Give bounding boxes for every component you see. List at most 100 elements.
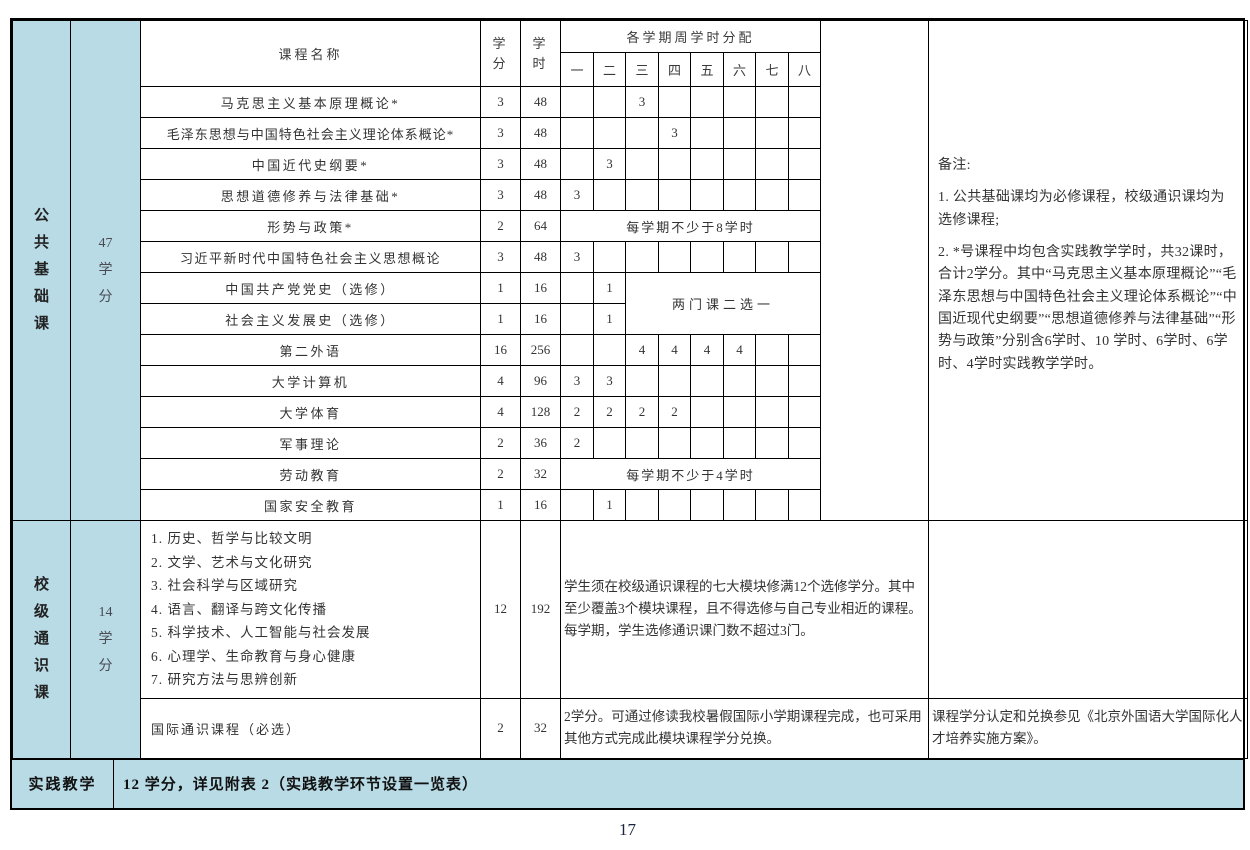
semester-cell: [723, 117, 756, 149]
semester-cell: [625, 365, 659, 397]
credits-line: 14: [98, 604, 113, 620]
semester-cell: 4: [690, 334, 724, 366]
semester-cell: [755, 117, 789, 149]
semester-cell: [755, 86, 789, 118]
semester-cell: [755, 427, 789, 459]
semester-cell: 2: [625, 396, 659, 428]
credits-line: 分: [98, 658, 113, 674]
semester-cell: [755, 396, 789, 428]
hours-cell: 96: [520, 365, 561, 397]
semester-cell: [658, 179, 691, 211]
hours-cell: 192: [520, 520, 561, 699]
credit-cell: 16: [480, 334, 521, 366]
semester-cell: [723, 365, 756, 397]
credit-cell: 2: [480, 210, 521, 242]
category-char: 课: [33, 316, 49, 332]
semester-cell: [625, 489, 659, 521]
semester-dist-header: 各学期周学时分配: [559, 20, 822, 53]
semester-cell: 3: [560, 179, 594, 211]
semester-cell: 3: [625, 86, 659, 118]
semester-cell: [723, 427, 756, 459]
hours-cell: 16: [520, 303, 561, 335]
semester-cell: [690, 241, 724, 273]
hours-cell: 256: [520, 334, 561, 366]
practice-teaching-row: 实践教学 12 学分，详见附表 2（实践教学环节设置一览表）: [12, 758, 1243, 808]
course-row: 习近平新时代中国特色社会主义思想概论 3 48 3: [13, 241, 1248, 273]
semester-cell: 1: [593, 303, 626, 335]
semester-cell: [593, 117, 626, 149]
credits-line: 分: [98, 290, 113, 305]
semester-cell: [723, 179, 756, 211]
module-item: 7. 研究方法与思辨创新: [151, 672, 298, 687]
semester-cell: [787, 427, 822, 459]
course-row: 军事理论 2 36 2: [13, 427, 1248, 459]
curriculum-sheet: 公 共 基 础 课 47 学 分 课程名称 学分 学时 各学期周学时分配 备注:: [10, 18, 1249, 810]
category-char: 础: [33, 289, 49, 305]
semester-cell: 3: [560, 241, 594, 273]
credit-cell: 2: [480, 427, 521, 459]
semester-cell: [787, 365, 822, 397]
semester-cell: 1: [593, 489, 626, 521]
semester-cell: [593, 241, 626, 273]
semester-cell: [690, 396, 724, 428]
semester-cell: 2: [658, 396, 691, 428]
notes-item-2: 2. *号课程中均包含实践教学学时，共32课时，合计2学分。其中“马克思主义基本…: [938, 244, 1238, 372]
credit-cell: 1: [480, 303, 521, 335]
semester-cell: [560, 489, 594, 521]
semester-cell: [787, 396, 822, 428]
hours-cell: 16: [520, 272, 561, 304]
intl-course-note-cell: 课程学分认定和兑换参见《北京外国语大学国际化人才培养实施方案》。: [928, 697, 1249, 759]
course-name-cell: 中国近代史纲要*: [140, 148, 481, 180]
semester-cell: [625, 427, 659, 459]
semester-cell: [723, 241, 756, 273]
semester-cell: [690, 365, 724, 397]
semester-cell: [787, 148, 822, 180]
semester-cell: 4: [625, 334, 659, 366]
hours-cell: 48: [520, 148, 561, 180]
semester-cell: 2: [593, 396, 626, 428]
header-row-2: 一 二 三 四 五 六 七 八: [13, 52, 1248, 87]
semester-cell: [593, 334, 626, 366]
credits-cell-public-basic: 47 学 分: [70, 20, 141, 521]
intl-course-desc-cell: 2学分。可通过修读我校暑假国际小学期课程完成，也可采用其他方式完成此模块课程学分…: [559, 697, 930, 759]
credits-line: 学: [98, 263, 113, 278]
semester-cell: [658, 489, 691, 521]
semester-header: 一: [560, 52, 594, 87]
semester-cell: [723, 489, 756, 521]
notes-title: 备注:: [938, 157, 971, 173]
category-cell-general-education: 校 级 通 识 课: [12, 520, 71, 759]
credit-cell: 12: [480, 520, 521, 699]
hours-header-text: 学时: [532, 35, 549, 71]
notes-item-1: 1. 公共基础课均为必修课程，校级通识课均为选修课程;: [938, 190, 1225, 228]
modules-list-cell: 1. 历史、哲学与比较文明 2. 文学、艺术与文化研究 3. 社会科学与区域研究…: [140, 520, 481, 699]
semester-cell: [723, 396, 756, 428]
semester-cell: [593, 179, 626, 211]
semester-cell: [755, 365, 789, 397]
credit-header: 学分: [480, 20, 521, 87]
course-row: 马克思主义基本原理概论* 3 48 3: [13, 86, 1248, 118]
general-education-row-modules: 校 级 通 识 课 14 学 分 1. 历史、哲学与比较文明 2. 文学、艺术与…: [12, 520, 1249, 759]
category-char: 课: [33, 684, 49, 701]
semester-cell: 1: [593, 272, 626, 304]
category-char: 共: [33, 235, 49, 251]
course-name-cell: 社会主义发展史（选修）: [140, 303, 481, 335]
semester-cell: [625, 117, 659, 149]
credit-header-text: 学分: [492, 35, 509, 71]
module-item: 5. 科学技术、人工智能与社会发展: [151, 625, 371, 640]
semester-cell: [787, 179, 822, 211]
hours-header: 学时: [520, 20, 561, 87]
semester-header: 六: [723, 52, 756, 87]
credit-cell: 2: [480, 697, 521, 759]
module-item: 6. 心理学、生命教育与身心健康: [151, 648, 356, 664]
course-name-cell: 国家安全教育: [140, 489, 481, 521]
semester-cell: [723, 148, 756, 180]
category-char: 级: [33, 603, 49, 620]
credit-cell: 3: [480, 179, 521, 211]
course-name-cell: 国际通识课程（必选）: [140, 697, 481, 759]
category-char: 公: [33, 208, 49, 224]
credit-cell: 3: [480, 241, 521, 273]
semester-cell: 4: [723, 334, 756, 366]
course-name-cell: 大学计算机: [140, 365, 481, 397]
course-name-cell: 中国共产党党史（选修）: [140, 272, 481, 304]
category-cell-public-basic: 公 共 基 础 课: [12, 20, 71, 521]
